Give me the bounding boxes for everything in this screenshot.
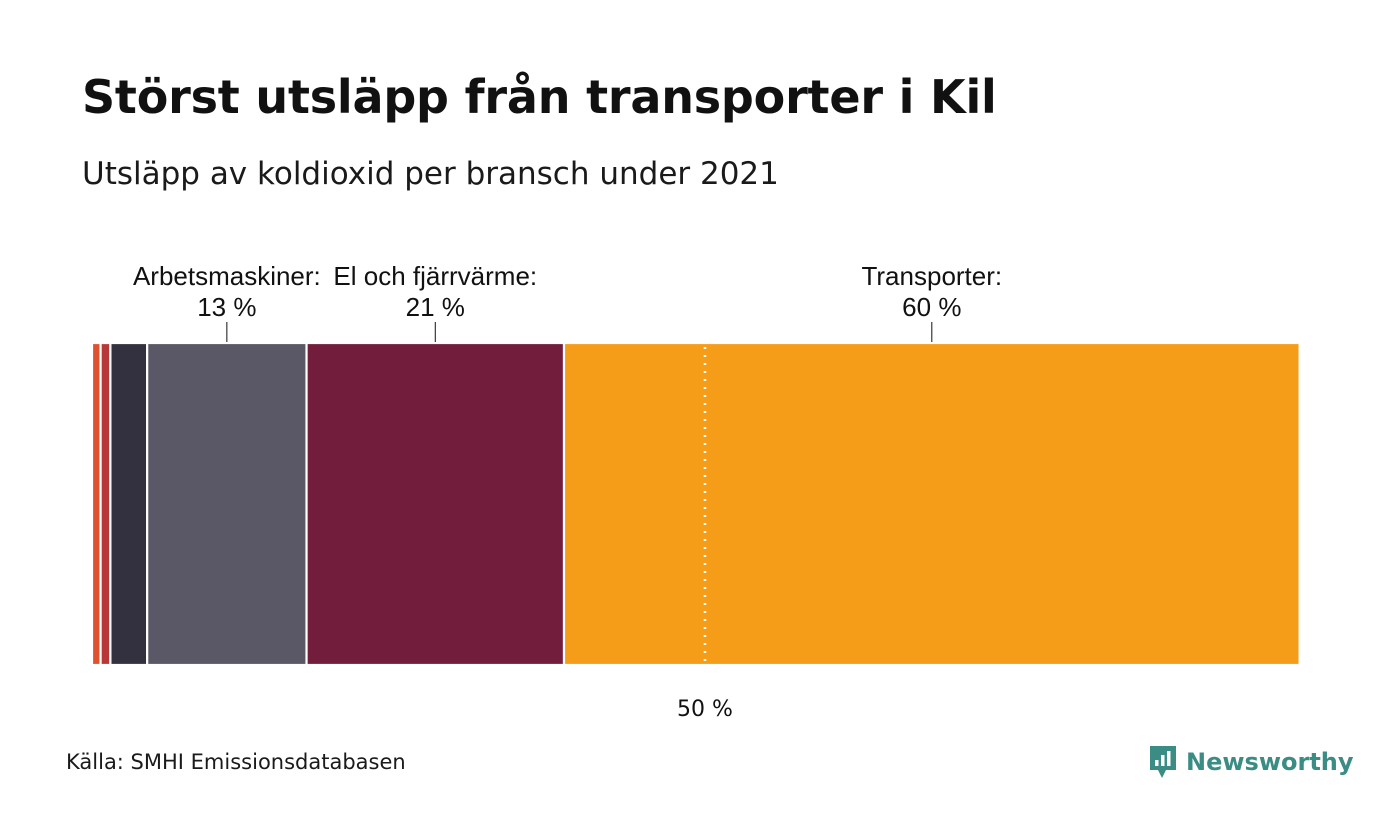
chart-subtitle: Utsläpp av koldioxid per bransch under 2… (82, 156, 779, 192)
bar-segment (305, 341, 566, 667)
brand: Newsworthy (1148, 744, 1354, 780)
bar-segment (146, 341, 308, 667)
segment-value-label: 21 % (406, 292, 465, 322)
stacked-bar-chart: Arbetsmaskiner:13 % El och fjärrvärme:21 … (90, 261, 1301, 722)
segment-label: El och fjärrvärme: (333, 261, 537, 291)
segment-label: Arbetsmaskiner: (133, 261, 321, 291)
chart-title: Störst utsläpp från transporter i Kil (82, 70, 997, 124)
bar-segment (99, 341, 112, 667)
segment-value-label: 60 % (902, 292, 961, 322)
segment-value-label: 13 % (197, 292, 256, 322)
bar-segment (90, 341, 102, 667)
bar-segment (562, 341, 1301, 667)
bar-segment (109, 341, 149, 667)
segment-label: Transporter: (861, 261, 1002, 291)
brand-name: Newsworthy (1186, 748, 1354, 776)
reference-line-label: 50 % (677, 697, 733, 722)
newsworthy-logo-icon (1150, 746, 1176, 778)
source-note: Källa: SMHI Emissionsdatabasen (66, 750, 406, 774)
